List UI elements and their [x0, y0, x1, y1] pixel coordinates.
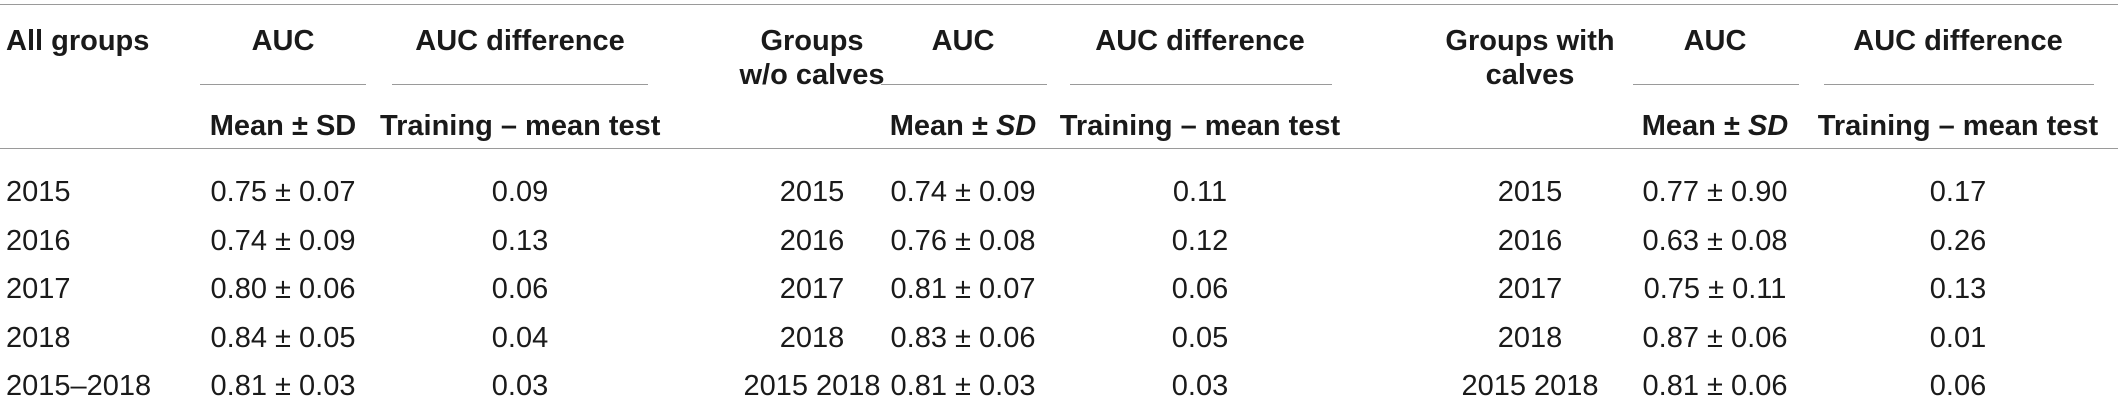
- table-cell-year: 2017: [1497, 273, 1563, 305]
- table-cell-auc: 0.83 ± 0.06: [890, 322, 1036, 354]
- table-cell-auc-diff: 0.12: [1171, 225, 1229, 257]
- auc-header: AUC: [1683, 25, 1747, 57]
- table-cell-auc-diff: 0.03: [1171, 370, 1229, 402]
- table-cell-auc: 0.81 ± 0.03: [890, 370, 1036, 402]
- auc-difference-underline: [1070, 84, 1332, 85]
- table-cell-year: 2015–2018: [6, 370, 152, 402]
- table-header-rule: [0, 148, 2118, 149]
- table-cell-auc-diff: 0.04: [491, 322, 549, 354]
- table-cell-auc: 0.75 ± 0.11: [1643, 273, 1787, 305]
- table-cell-year: 2017: [779, 273, 845, 305]
- auc-difference-header: AUC difference: [1095, 25, 1305, 57]
- auc-subheader: Mean ± SD: [209, 110, 357, 142]
- table-cell-year: 2015: [6, 176, 71, 208]
- table-cell-auc: 0.77 ± 0.90: [1642, 176, 1788, 208]
- table-cell-year: 2018: [779, 322, 845, 354]
- table-cell-auc-diff: 0.17: [1929, 176, 1987, 208]
- auc-header-underline: [1633, 84, 1799, 85]
- auc-header-underline: [200, 84, 366, 85]
- table-cell-year: 2016: [6, 225, 71, 257]
- group-header-without-calves: Groups w/o calves: [739, 25, 885, 91]
- table-cell-auc: 0.74 ± 0.09: [890, 176, 1036, 208]
- table-cell-auc-diff: 0.06: [1929, 370, 1987, 402]
- table-cell-year: 2017: [6, 273, 71, 305]
- table-cell-auc: 0.87 ± 0.06: [1642, 322, 1788, 354]
- auc-difference-subheader: Training – mean test: [380, 110, 661, 142]
- table-cell-year: 2015: [779, 176, 845, 208]
- table-cell-auc: 0.63 ± 0.08: [1642, 225, 1788, 257]
- table-cell-auc: 0.74 ± 0.09: [210, 225, 356, 257]
- table-cell-year: 2015 2018: [1461, 370, 1599, 402]
- table-cell-year: 2015: [1497, 176, 1563, 208]
- table-cell-year: 2018: [1497, 322, 1563, 354]
- table-cell-year: 2018: [6, 322, 71, 354]
- table-cell-auc: 0.81 ± 0.03: [210, 370, 356, 402]
- table-cell-auc: 0.81 ± 0.06: [1642, 370, 1788, 402]
- table-cell-auc-diff: 0.11: [1172, 176, 1228, 208]
- table-cell-auc-diff: 0.05: [1171, 322, 1229, 354]
- group-header-all-groups: All groups: [6, 25, 150, 57]
- table-cell-auc-diff: 0.13: [1929, 273, 1987, 305]
- auc-difference-underline: [392, 84, 648, 85]
- auc-header-underline: [881, 84, 1047, 85]
- table-cell-auc: 0.84 ± 0.05: [210, 322, 356, 354]
- table-cell-year: 2015 2018: [743, 370, 881, 402]
- table-top-rule: [0, 4, 2118, 5]
- auc-difference-subheader: Training – mean test: [1817, 110, 2099, 142]
- auc-header: AUC: [251, 25, 315, 57]
- table-cell-year: 2016: [1497, 225, 1563, 257]
- table-cell-auc-diff: 0.09: [491, 176, 549, 208]
- auc-difference-underline: [1824, 84, 2094, 85]
- table-cell-auc-diff: 0.13: [491, 225, 549, 257]
- table-cell-auc: 0.80 ± 0.06: [210, 273, 356, 305]
- group-header-with-calves: Groups with calves: [1445, 25, 1615, 91]
- table-cell-auc-diff: 0.26: [1929, 225, 1987, 257]
- table-cell-auc-diff: 0.03: [491, 370, 549, 402]
- auc-difference-header: AUC difference: [415, 25, 625, 57]
- auc-difference-header: AUC difference: [1853, 25, 2063, 57]
- table-cell-auc: 0.81 ± 0.07: [890, 273, 1036, 305]
- auc-subheader: Mean ± SD: [889, 110, 1037, 142]
- auc-subheader: Mean ± SD: [1641, 110, 1789, 142]
- table-cell-auc-diff: 0.06: [491, 273, 549, 305]
- table-cell-auc: 0.75 ± 0.07: [210, 176, 356, 208]
- table-cell-year: 2016: [779, 225, 845, 257]
- table-cell-auc: 0.76 ± 0.08: [890, 225, 1036, 257]
- table-cell-auc-diff: 0.01: [1929, 322, 1987, 354]
- auc-header: AUC: [931, 25, 995, 57]
- table-cell-auc-diff: 0.06: [1171, 273, 1229, 305]
- auc-difference-subheader: Training – mean test: [1059, 110, 1341, 142]
